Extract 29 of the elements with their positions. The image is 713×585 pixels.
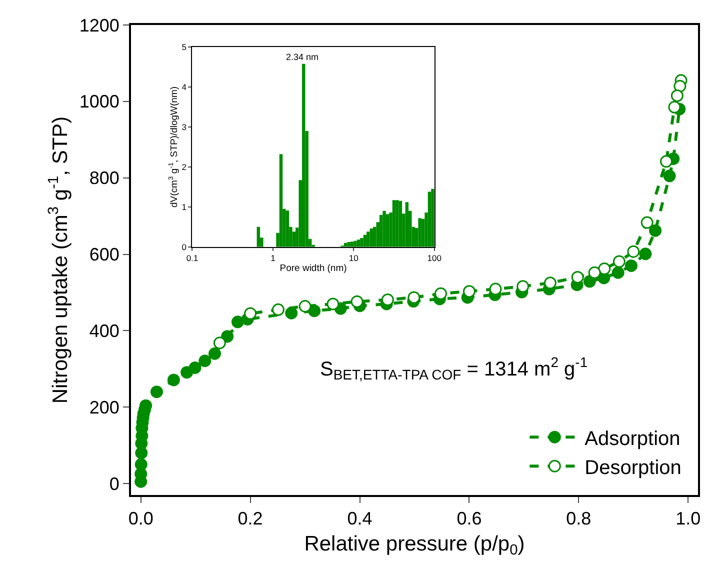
annotation: 2.34 nm bbox=[286, 52, 319, 62]
x-tick-label: 100 bbox=[427, 253, 442, 264]
y-tick-label: 400 bbox=[89, 320, 120, 341]
x-tick-label: 0.0 bbox=[128, 508, 154, 529]
y-tick-label: 1000 bbox=[79, 92, 120, 112]
legend-label: Adsorption bbox=[584, 428, 680, 450]
y-tick-label: 0 bbox=[109, 474, 120, 494]
x-tick-label: 0.8 bbox=[566, 508, 592, 529]
x-tick-label: 0.1 bbox=[186, 253, 198, 264]
x-tick-label: 0.6 bbox=[456, 508, 482, 529]
x-tick-label: 0.2 bbox=[238, 508, 263, 529]
y-tick-label: 600 bbox=[89, 244, 120, 265]
x-axis-title: Relative pressure (p/p$_{0}$) bbox=[304, 532, 525, 559]
x-tick-label: 10 bbox=[348, 253, 359, 264]
x-tick-label: 1 bbox=[270, 253, 276, 264]
y-tick-label: 4 bbox=[182, 82, 187, 92]
y-tick-label: 3 bbox=[182, 122, 187, 132]
x-tick-label: 1.0 bbox=[676, 508, 701, 529]
y-tick-label: 800 bbox=[89, 168, 120, 188]
y-tick-label: 1200 bbox=[79, 15, 120, 36]
y-tick-label: 200 bbox=[89, 397, 120, 418]
annotation: S$_{BET,ETTA-TPA COF}$ = 1314 m$^{2}$ g$^{-1}$ bbox=[320, 354, 588, 383]
y-tick-label: 5 bbox=[182, 42, 187, 52]
y-tick-label: 1 bbox=[182, 202, 187, 212]
legend-label: Desorption bbox=[584, 456, 682, 479]
x-tick-label: 0.4 bbox=[347, 508, 372, 529]
x-axis-title: Pore width (nm) bbox=[280, 263, 347, 274]
y-tick-label: 0 bbox=[182, 242, 187, 252]
y-tick-label: 2 bbox=[182, 162, 187, 172]
